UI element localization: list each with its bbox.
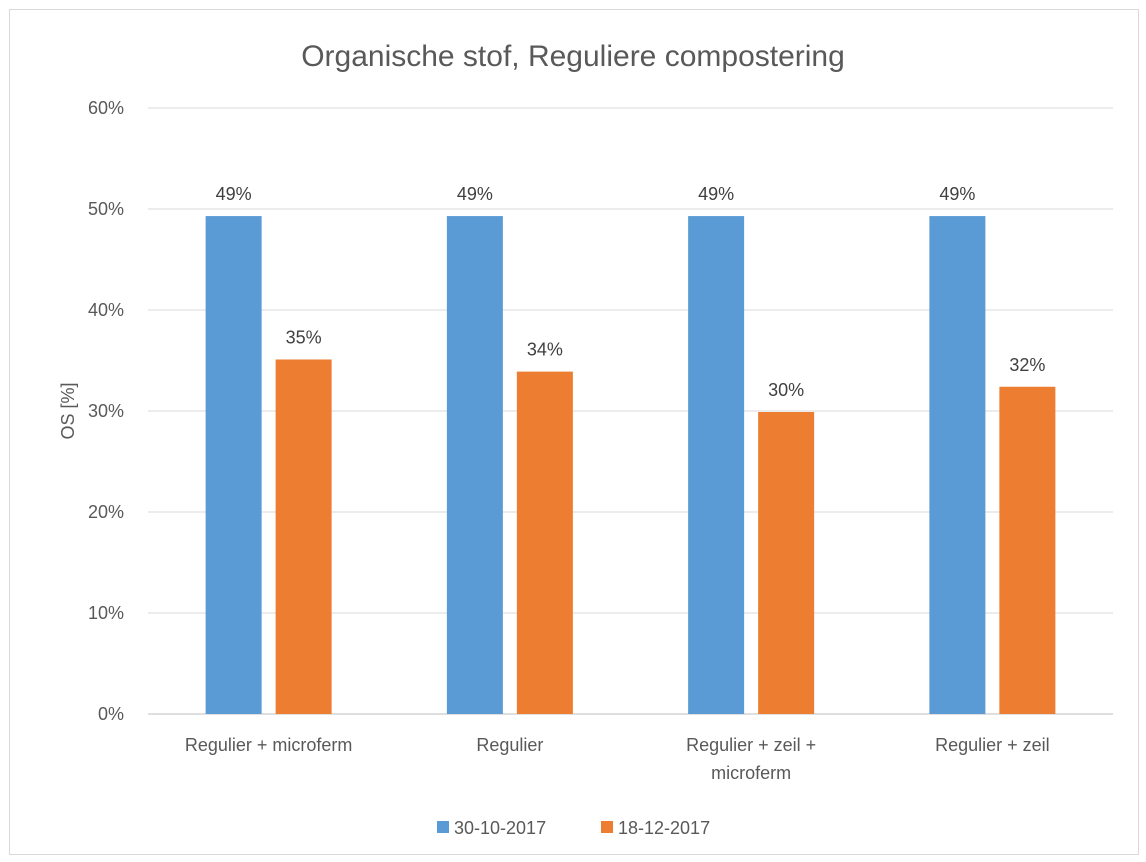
- data-label: 32%: [1009, 355, 1045, 375]
- y-tick-label: 30%: [88, 401, 124, 421]
- legend-label: 18-12-2017: [618, 818, 710, 838]
- y-tick-label: 50%: [88, 199, 124, 219]
- data-label: 49%: [457, 184, 493, 204]
- bar: [688, 216, 745, 714]
- bar: [999, 386, 1056, 714]
- bar: [446, 216, 503, 714]
- legend-swatch: [437, 821, 449, 833]
- x-tick-label: microferm: [711, 763, 791, 783]
- legend-label: 30-10-2017: [454, 818, 546, 838]
- category-labels: Regulier + microferm Regulier Regulier + z…: [185, 735, 1050, 783]
- bars: [205, 216, 1056, 714]
- x-tick-label: Regulier: [476, 735, 543, 755]
- y-tick-label: 10%: [88, 603, 124, 623]
- bar: [275, 359, 332, 714]
- bar: [516, 371, 573, 714]
- data-label: 49%: [939, 184, 975, 204]
- y-tick-label: 0%: [98, 704, 124, 724]
- legend: 30-10-2017 18-12-2017: [437, 818, 710, 838]
- x-tick-label: Regulier + zeil +: [686, 735, 816, 755]
- y-axis-label: OS [%]: [58, 382, 78, 439]
- legend-swatch: [601, 821, 613, 833]
- data-label: 49%: [698, 184, 734, 204]
- y-tick-label: 20%: [88, 502, 124, 522]
- y-tick-label: 60%: [88, 98, 124, 118]
- data-label: 49%: [216, 184, 252, 204]
- data-label: 30%: [768, 380, 804, 400]
- chart-title: Organische stof, Reguliere compostering: [301, 40, 845, 73]
- x-tick-label: Regulier + microferm: [185, 735, 353, 755]
- x-tick-label: Regulier + zeil: [935, 735, 1050, 755]
- data-labels: 49% 35% 49% 34% 49% 30% 49% 32%: [216, 184, 1046, 400]
- data-label: 35%: [286, 327, 322, 347]
- bar: [929, 216, 986, 714]
- y-tick-labels: 0% 10% 20% 30% 40% 50% 60%: [88, 98, 124, 724]
- data-label: 34%: [527, 340, 563, 360]
- bar: [205, 216, 262, 714]
- bar: [758, 412, 815, 714]
- y-tick-label: 40%: [88, 300, 124, 320]
